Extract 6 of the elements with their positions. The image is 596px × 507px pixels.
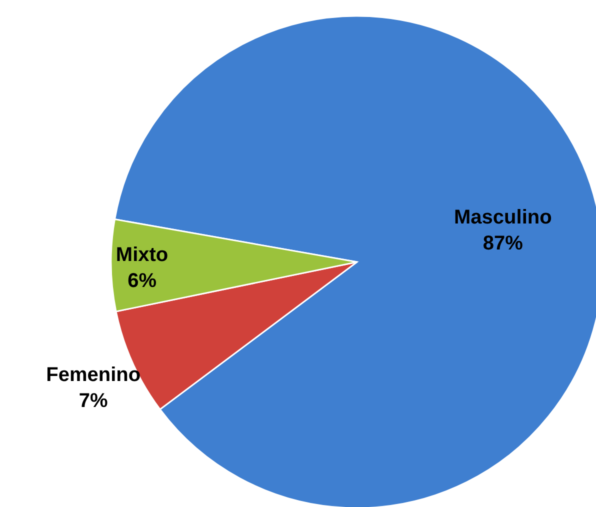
- data-label: 6%: [128, 270, 157, 292]
- slice-label: Femenino: [46, 364, 141, 386]
- slice-label: Masculino: [454, 206, 552, 228]
- slice-label: Mixto: [116, 244, 168, 266]
- data-label: 87%: [482, 232, 524, 254]
- data-label: 7%: [78, 390, 108, 412]
